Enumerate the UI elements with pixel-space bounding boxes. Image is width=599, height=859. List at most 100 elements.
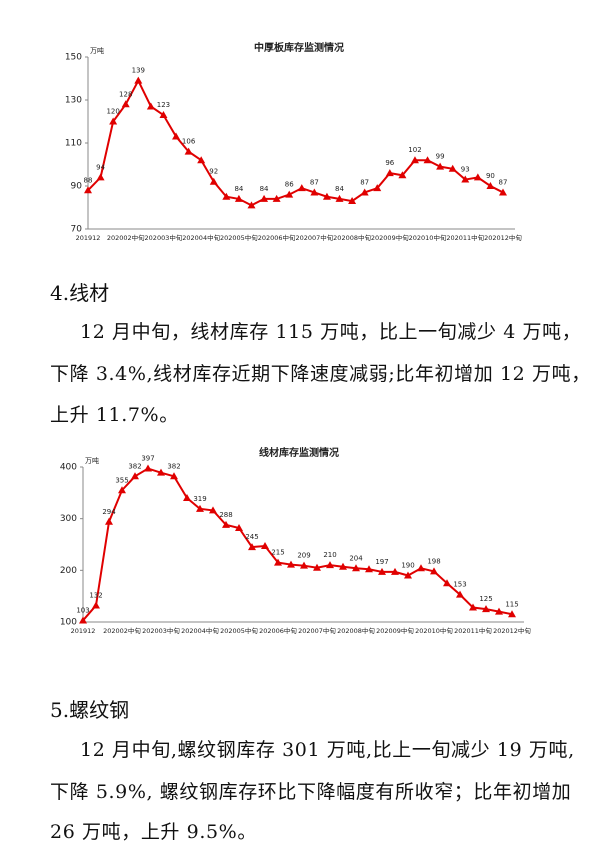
data-label: 294 xyxy=(102,508,116,516)
chart-title: 中厚板库存监测情况 xyxy=(254,41,344,54)
marker xyxy=(79,616,87,624)
marker xyxy=(469,603,477,611)
chart-title: 线材库存监测情况 xyxy=(259,446,339,459)
x-tick-label: 202004中旬 xyxy=(182,233,220,242)
marker xyxy=(96,173,105,181)
data-label: 102 xyxy=(408,146,421,154)
data-label: 355 xyxy=(115,476,128,484)
x-tick-label: 202003中旬 xyxy=(142,626,180,635)
data-label: 120 xyxy=(106,108,119,116)
data-label: 190 xyxy=(401,562,414,570)
x-tick-label: 202004中旬 xyxy=(181,626,219,635)
marker xyxy=(313,563,321,571)
marker xyxy=(348,197,357,205)
marker xyxy=(118,486,126,494)
marker xyxy=(310,188,319,196)
x-tick-label: 202007中旬 xyxy=(298,626,336,635)
marker xyxy=(436,162,445,170)
marker xyxy=(196,504,204,512)
y-tick-label: 130 xyxy=(65,96,82,106)
data-label: 84 xyxy=(234,185,243,193)
x-tick-label: 202005中旬 xyxy=(220,626,258,635)
data-label: 382 xyxy=(128,462,141,470)
y-tick-label: 70 xyxy=(71,225,83,235)
marker xyxy=(247,201,256,209)
x-tick-label: 201912 xyxy=(76,234,101,242)
marker xyxy=(456,590,464,598)
x-tick-label: 202011中旬 xyxy=(446,233,484,242)
x-tick-label: 202002中旬 xyxy=(103,626,141,635)
marker xyxy=(352,564,360,572)
x-tick-label: 202002中旬 xyxy=(107,233,145,242)
data-label: 125 xyxy=(479,595,492,603)
data-label: 93 xyxy=(461,166,470,174)
marker xyxy=(209,177,218,185)
marker xyxy=(144,464,152,472)
y-tick-label: 400 xyxy=(60,463,77,473)
data-label: 215 xyxy=(271,549,284,557)
marker xyxy=(109,117,118,125)
line xyxy=(82,467,513,622)
marker xyxy=(157,468,165,476)
x-tick-label: 202006中旬 xyxy=(259,626,297,635)
data-label: 210 xyxy=(323,551,336,559)
marker xyxy=(326,561,334,569)
marker xyxy=(105,517,113,525)
marker xyxy=(486,182,495,189)
marker xyxy=(274,558,282,566)
marker xyxy=(417,564,425,572)
data-label: 153 xyxy=(453,581,466,589)
data-label: 197 xyxy=(375,558,388,566)
section-heading: 4.线材 xyxy=(50,281,110,305)
x-tick-label: 202011中旬 xyxy=(454,626,492,635)
data-label: 87 xyxy=(360,178,369,186)
y-tick-label: 100 xyxy=(60,618,77,628)
x-tick-label: 202006中旬 xyxy=(258,233,296,242)
marker xyxy=(248,543,256,551)
marker xyxy=(398,171,407,179)
marker xyxy=(448,164,457,172)
marker xyxy=(495,607,503,615)
marker xyxy=(365,565,373,573)
marker xyxy=(297,184,306,192)
marker xyxy=(209,506,217,514)
data-label: 103 xyxy=(76,606,89,614)
data-label: 245 xyxy=(245,533,258,541)
data-label: 92 xyxy=(209,168,218,176)
marker xyxy=(197,156,206,164)
x-tick-label: 202005中旬 xyxy=(220,233,258,242)
marker xyxy=(84,186,92,194)
marker xyxy=(134,76,143,84)
data-label: 87 xyxy=(499,178,508,186)
marker xyxy=(222,192,231,200)
marker xyxy=(121,100,130,108)
marker xyxy=(235,523,243,531)
x-tick-label: 202010中旬 xyxy=(409,233,447,242)
data-label: 87 xyxy=(310,178,319,186)
marker xyxy=(423,156,432,164)
data-label: 86 xyxy=(285,181,294,189)
marker xyxy=(385,169,394,177)
marker xyxy=(287,560,295,568)
paragraph-line: 12 月中旬,螺纹钢库存 301 万吨,比上一旬减少 19 万吨, xyxy=(80,739,575,761)
data-label: 132 xyxy=(89,591,102,599)
data-label: 123 xyxy=(157,101,170,109)
data-label: 128 xyxy=(119,90,132,98)
paragraph-line: 26 万吨，上升 9.5%。 xyxy=(50,821,257,843)
marker xyxy=(322,192,331,200)
paragraph-line: 12 月中旬，线材库存 115 万吨，比上一旬减少 4 万吨， xyxy=(80,321,582,343)
data-label: 198 xyxy=(427,557,440,565)
x-tick-label: 202007中旬 xyxy=(295,233,333,242)
marker xyxy=(234,194,243,202)
data-label: 94 xyxy=(96,163,105,171)
marker xyxy=(146,102,155,110)
data-label: 90 xyxy=(486,172,495,180)
y-tick-label: 110 xyxy=(65,139,82,149)
marker xyxy=(183,494,191,501)
marker xyxy=(404,571,412,579)
x-tick-label: 202012中旬 xyxy=(484,233,522,242)
marker xyxy=(272,194,281,202)
data-label: 319 xyxy=(193,495,206,503)
